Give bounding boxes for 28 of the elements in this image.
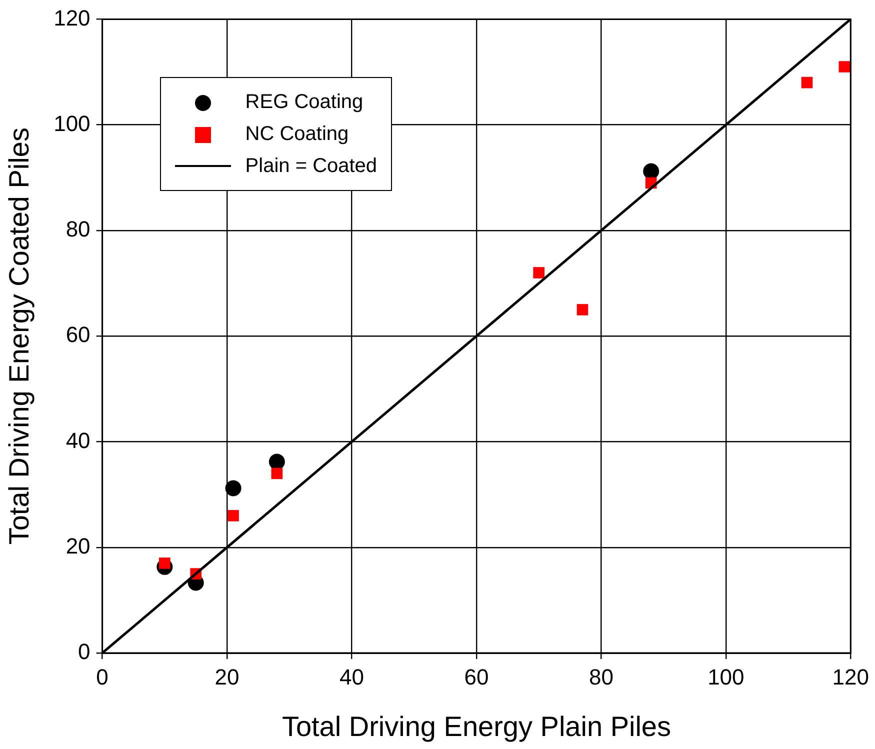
y-tick-label: 120 [54, 5, 90, 30]
legend-label: REG Coating [245, 90, 364, 116]
point [838, 61, 850, 72]
legend-label: NC Coating [245, 122, 349, 148]
point [228, 510, 239, 522]
point [225, 480, 242, 496]
x-tick-label: 120 [832, 664, 870, 690]
x-tick-label: 60 [464, 664, 489, 690]
y-axis-title: Total Driving Energy Coated Piles [4, 128, 35, 545]
point [643, 163, 660, 180]
y-tick-label: 0 [78, 639, 90, 664]
y-tick-label: 40 [66, 428, 90, 453]
x-tick-label: 0 [96, 664, 108, 690]
x-tick-label: 20 [214, 664, 240, 690]
y-tick-label: 60 [66, 322, 90, 348]
x-tick-label: 100 [708, 664, 744, 690]
x-tick-label: 80 [588, 664, 614, 690]
y-tick-label: 100 [54, 110, 90, 136]
y-tick-label: 20 [66, 533, 90, 558]
x-tick-label: 40 [340, 664, 364, 690]
point [268, 454, 285, 470]
point [801, 76, 813, 88]
point [271, 468, 283, 480]
x-axis-title: Total Driving Energy Plain Piles [282, 710, 672, 742]
y-tick-label: 80 [66, 216, 90, 242]
point [576, 304, 588, 316]
point [533, 267, 544, 278]
legend-label: Plain = Coated [245, 154, 378, 180]
